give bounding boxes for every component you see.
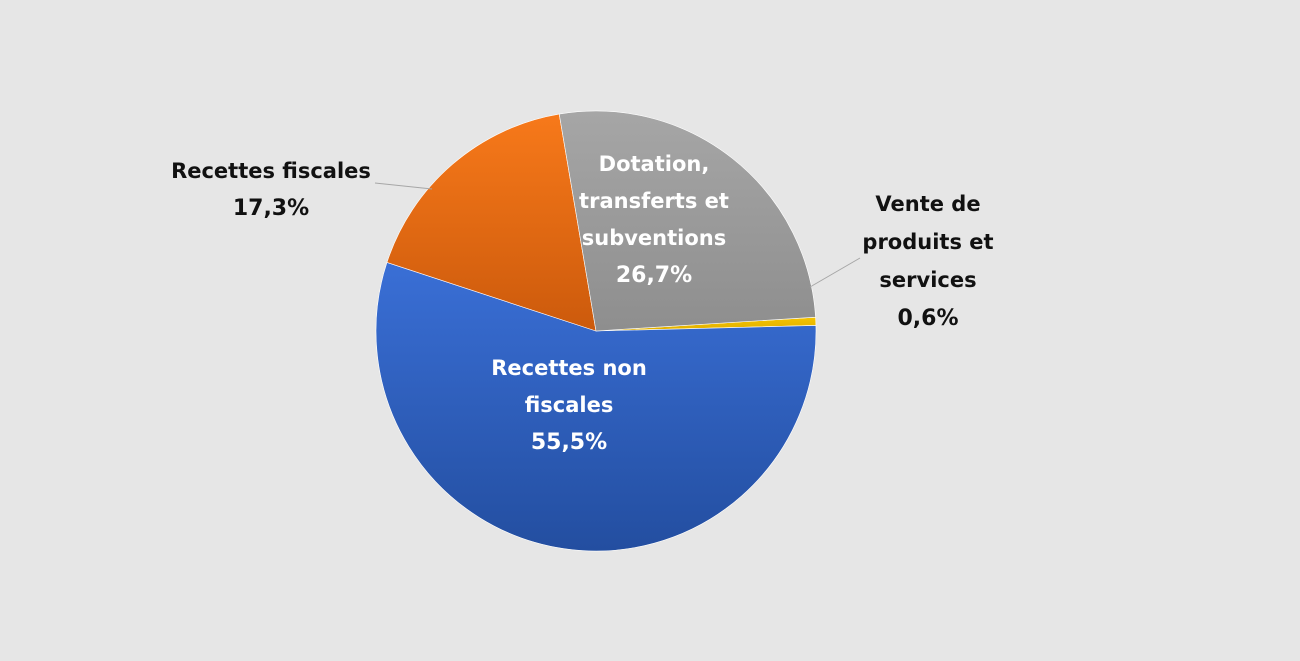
data-label-value: 55,5% <box>531 430 607 455</box>
data-label-value: 26,7% <box>616 263 692 288</box>
data-label-line: Vente de <box>875 192 980 216</box>
pie-slice-fiscales <box>386 113 597 332</box>
leader-line-vente <box>809 257 861 288</box>
data-label-dotation: Dotation, transferts et subventions 26,7% <box>579 152 729 288</box>
pie-slice-dotation <box>558 110 816 332</box>
data-label-line: fiscales <box>525 393 614 417</box>
data-label-line: Dotation, <box>599 152 710 176</box>
data-label-line: Recettes fiscales <box>171 159 371 183</box>
data-label-fiscales: Recettes fiscales 17,3% <box>171 159 371 221</box>
pie-slice-non-fiscales <box>375 262 817 552</box>
data-label-line: transferts et <box>579 189 729 213</box>
data-label-value: 17,3% <box>233 196 309 221</box>
data-label-vente: Vente de produits et services 0,6% <box>862 192 993 331</box>
data-label-line: subventions <box>582 226 726 250</box>
data-label-value: 0,6% <box>897 306 958 331</box>
data-label-line: Recettes non <box>491 356 647 380</box>
data-label-line: services <box>879 268 976 292</box>
data-label-line: produits et <box>862 230 993 254</box>
leader-line-fiscales <box>374 182 433 190</box>
data-label-non-fiscales: Recettes non fiscales 55,5% <box>491 356 647 455</box>
